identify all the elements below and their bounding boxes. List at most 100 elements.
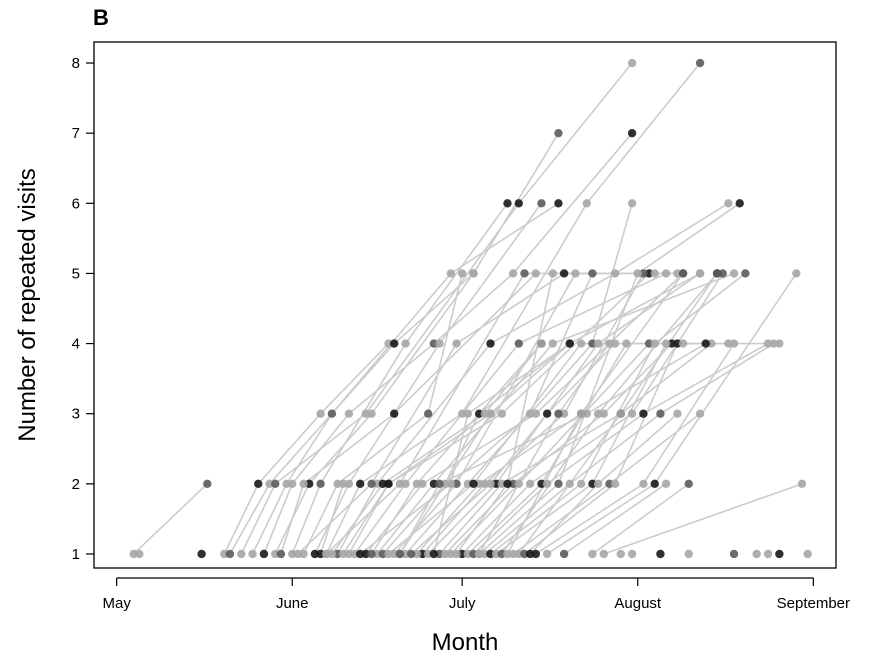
data-point [412, 479, 422, 489]
data-point [367, 549, 376, 559]
y-tick-label: 2 [72, 476, 80, 493]
data-point [135, 549, 144, 559]
data-point [327, 409, 337, 418]
x-tick-label: June [276, 595, 309, 612]
data-point [616, 409, 625, 418]
trajectory-line [603, 483, 803, 555]
data-point [554, 479, 563, 489]
data-point [661, 269, 671, 278]
data-point [327, 549, 337, 559]
data-point [503, 199, 512, 208]
data-point [452, 339, 461, 348]
data-point [446, 479, 456, 489]
data-point [627, 58, 637, 68]
data-point [627, 549, 637, 559]
data-point [724, 199, 733, 208]
data-point [503, 479, 512, 489]
x-axis-title: Month [432, 629, 499, 656]
data-point [197, 549, 206, 559]
data-point [293, 549, 303, 559]
data-point [367, 409, 376, 418]
data-point [588, 549, 597, 559]
data-point [559, 269, 569, 278]
data-point [356, 549, 365, 559]
y-tick-label: 1 [72, 546, 80, 563]
data-point [367, 479, 376, 489]
data-point [593, 339, 603, 348]
data-point [695, 269, 705, 278]
data-point [469, 269, 478, 278]
x-tick-label: August [614, 595, 662, 612]
data-point [605, 339, 614, 348]
data-point [525, 549, 535, 559]
data-point [299, 479, 308, 489]
data-point [395, 479, 405, 489]
trajectory-line [291, 202, 509, 555]
x-tick-label: September [777, 595, 850, 612]
data-point [684, 549, 693, 559]
y-tick-label: 4 [72, 336, 80, 353]
data-point [435, 479, 444, 489]
trajectory-line [133, 483, 208, 555]
data-point [554, 409, 563, 418]
data-point [588, 269, 597, 278]
data-point [752, 549, 761, 559]
x-axis: May June July August September [102, 577, 850, 612]
trajectory-line [484, 342, 775, 555]
data-point [650, 339, 659, 348]
data-point [384, 549, 393, 559]
data-point [565, 479, 574, 489]
data-point [656, 549, 665, 559]
data-point [469, 479, 478, 489]
data-point [401, 339, 410, 348]
data-point [593, 479, 603, 489]
trajectory-line [263, 132, 633, 555]
data-point [661, 479, 671, 489]
data-point [339, 479, 348, 489]
data-point [423, 409, 433, 418]
data-point [633, 269, 642, 278]
x-tick-label: May [102, 595, 131, 612]
data-point [389, 339, 399, 348]
data-point [344, 409, 354, 418]
data-point [276, 549, 286, 559]
data-point [248, 549, 257, 559]
data-point [673, 409, 682, 418]
data-point [548, 339, 557, 348]
data-point [656, 409, 665, 418]
data-point [763, 549, 773, 559]
data-point [542, 409, 552, 418]
data-point [446, 269, 456, 278]
data-point [576, 409, 586, 418]
data-point [554, 199, 563, 208]
x-tick-label: July [449, 595, 476, 612]
trajectory-line [399, 342, 707, 555]
data-point [389, 409, 399, 418]
y-tick-label: 7 [72, 125, 80, 142]
data-point [486, 409, 495, 418]
trajectory-line [438, 342, 712, 555]
data-point [622, 339, 631, 348]
data-point [225, 549, 235, 559]
data-point [406, 549, 416, 559]
data-point [548, 269, 557, 278]
data-point [316, 409, 325, 418]
data-point [576, 479, 586, 489]
trajectory-line [410, 343, 616, 555]
trajectory-line [382, 342, 571, 555]
data-point [259, 549, 269, 559]
data-point [435, 339, 444, 348]
data-point [627, 128, 637, 138]
data-point [514, 199, 524, 208]
data-point [775, 549, 784, 559]
y-tick-label: 3 [72, 406, 80, 423]
data-point [514, 479, 524, 489]
data-point [576, 339, 586, 348]
data-point [559, 549, 569, 559]
data-point [695, 58, 705, 68]
trajectory-line [348, 272, 650, 555]
data-point [610, 269, 620, 278]
data-point [792, 269, 801, 278]
data-point [639, 409, 648, 418]
